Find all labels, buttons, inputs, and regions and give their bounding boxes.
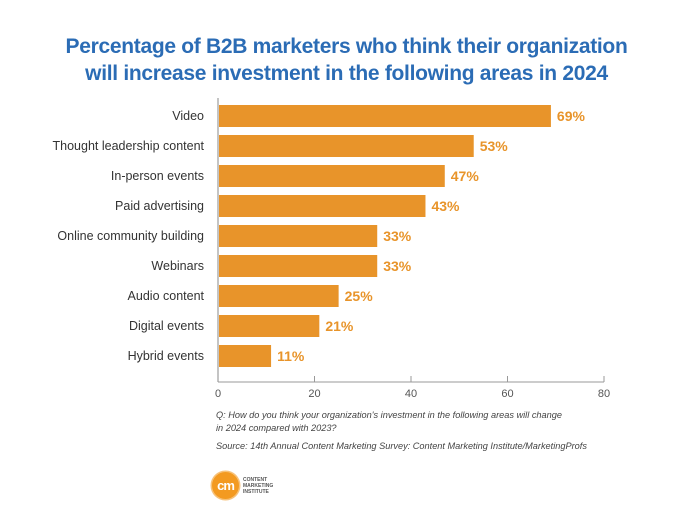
data-label: 43% — [431, 198, 460, 214]
bar — [219, 135, 474, 157]
category-label: Online community building — [57, 229, 204, 243]
x-tick-label: 40 — [405, 388, 417, 400]
category-label: Digital events — [129, 319, 204, 333]
x-tick-label: 20 — [308, 388, 320, 400]
survey-question-line-2: in 2024 compared with 2023? — [216, 423, 337, 433]
category-label: Hybrid events — [128, 349, 204, 363]
bar — [219, 255, 378, 277]
cmi-logo-mark-icon: cm — [212, 472, 239, 499]
data-label: 11% — [277, 348, 305, 364]
data-label: 69% — [557, 108, 586, 124]
chart-title: Percentage of B2B marketers who think th… — [0, 33, 693, 87]
source-note: Source: 14th Annual Content Marketing Su… — [216, 441, 587, 451]
data-label: 33% — [383, 258, 412, 274]
data-label: 21% — [325, 318, 354, 334]
survey-question-line-1: Q: How do you think your organization's … — [216, 410, 562, 420]
bar — [219, 165, 445, 187]
category-label: In-person events — [111, 169, 204, 183]
logo-wordmark: CONTENT MARKETING INSTITUTE — [243, 477, 273, 495]
data-label: 47% — [451, 168, 480, 184]
category-label: Webinars — [151, 259, 204, 273]
chart-title-line-2: will increase investment in the followin… — [85, 62, 608, 85]
logo-line-3: INSTITUTE — [243, 488, 269, 495]
x-axis: 0 20 40 60 80 — [215, 98, 610, 400]
bar — [219, 225, 378, 247]
x-tick-label: 60 — [501, 388, 513, 400]
data-label: 25% — [345, 288, 374, 304]
category-label: Audio content — [128, 289, 205, 303]
logo-line-1: CONTENT — [243, 476, 268, 483]
logo-mark-text: cm — [217, 478, 235, 493]
bar — [219, 105, 551, 127]
category-label: Video — [172, 109, 204, 123]
cmi-logo: cm CONTENT MARKETING INSTITUTE — [212, 472, 273, 499]
bar — [219, 195, 426, 217]
data-label: 53% — [480, 138, 509, 154]
category-label: Thought leadership content — [53, 139, 205, 153]
bar — [219, 285, 339, 307]
bar-chart: Video 69% Thought leadership content 53% In-… — [53, 98, 610, 400]
chart-title-line-1: Percentage of B2B marketers who think th… — [65, 35, 628, 58]
data-label: 33% — [383, 228, 412, 244]
bar — [219, 345, 272, 367]
bar — [219, 315, 320, 337]
logo-line-2: MARKETING — [243, 482, 274, 489]
x-tick-label: 0 — [215, 388, 221, 400]
bars-layer: Video 69% Thought leadership content 53% In-… — [53, 105, 586, 367]
category-label: Paid advertising — [115, 199, 204, 213]
chart-notes: Q: How do you think your organization's … — [216, 409, 636, 453]
x-tick-label: 80 — [598, 388, 610, 400]
